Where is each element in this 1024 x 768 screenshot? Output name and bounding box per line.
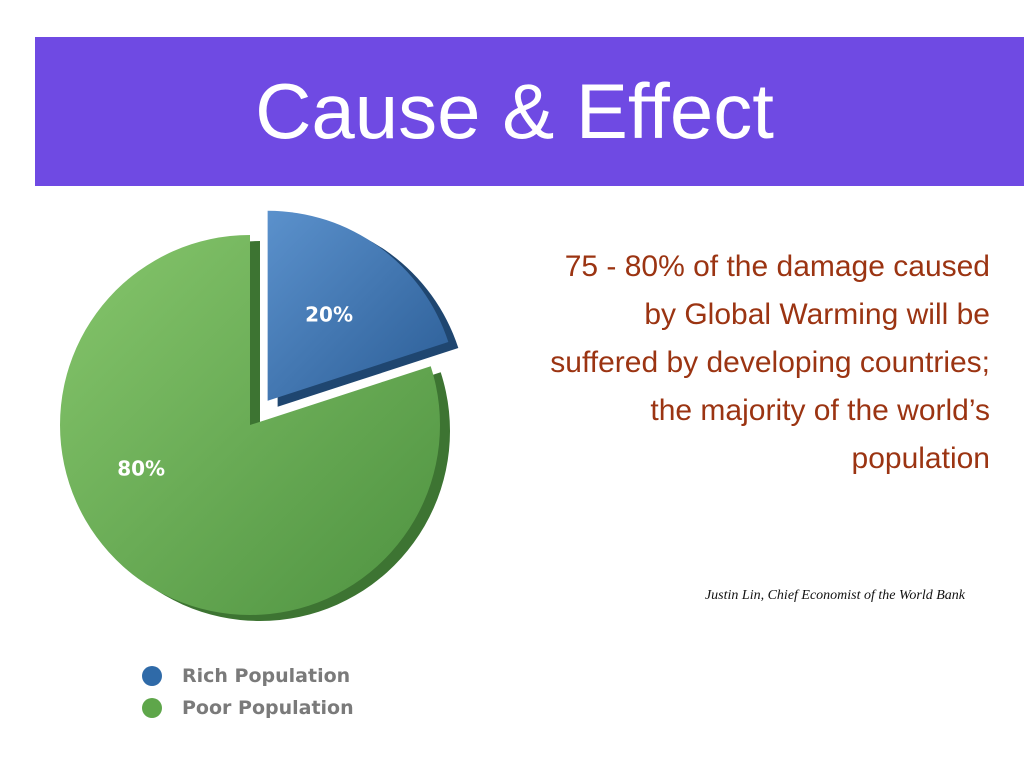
- legend-swatch-rich: [142, 666, 162, 686]
- pie-slice-rich: [267, 210, 449, 401]
- pie-chart: 20% 80%: [59, 210, 459, 621]
- pie-slice-poor: [59, 235, 440, 615]
- legend-label-rich: Rich Population: [182, 665, 351, 687]
- chart-legend: Rich Population Poor Population: [142, 660, 354, 724]
- legend-label-poor: Poor Population: [182, 697, 354, 719]
- quote-attribution: Justin Lin, Chief Economist of the World…: [704, 588, 965, 603]
- legend-item-poor: Poor Population: [142, 692, 354, 724]
- title-bar: Cause & Effect: [35, 37, 1024, 186]
- legend-swatch-poor: [142, 698, 162, 718]
- legend-item-rich: Rich Population: [142, 660, 354, 692]
- pie-label-poor: 80%: [117, 457, 165, 481]
- pie-label-rich: 20%: [305, 303, 353, 327]
- slide-title: Cause & Effect: [255, 67, 774, 155]
- quote-text: 75 - 80% of the damage caused by Global …: [550, 250, 990, 475]
